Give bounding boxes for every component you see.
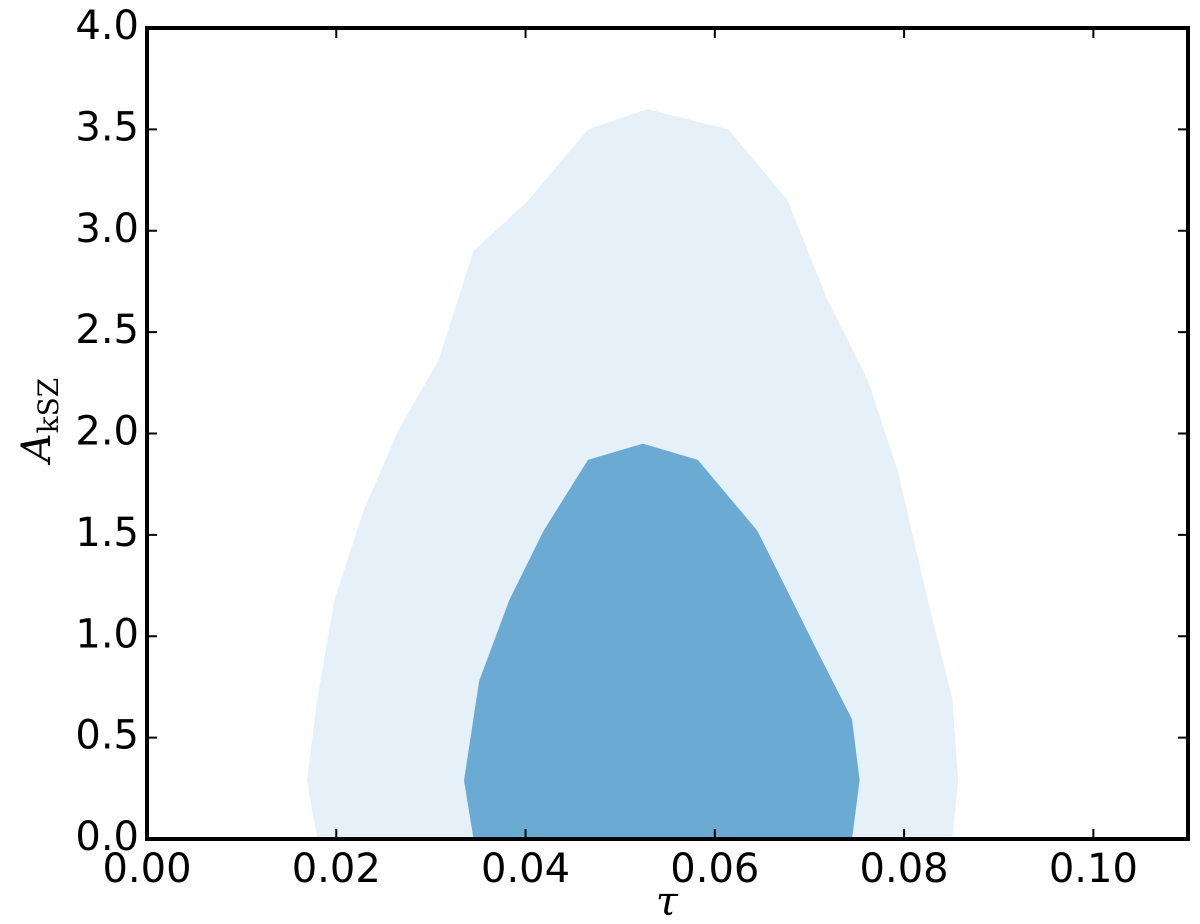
y-tick-label: 2.0 (75, 409, 139, 455)
x-tick-label: 0.08 (860, 846, 949, 892)
y-tick-label: 2.5 (75, 307, 139, 353)
y-tick-label: 1.0 (75, 611, 139, 657)
x-tick-label: 0.02 (292, 846, 381, 892)
y-tick-label: 4.0 (75, 3, 139, 49)
y-tick-label: 0.5 (75, 713, 139, 759)
y-tick-label: 0.0 (75, 814, 139, 860)
y-axis-label-main: A (14, 433, 60, 466)
contour-region (464, 443, 860, 839)
x-tick-label: 0.04 (481, 846, 570, 892)
y-tick-label: 1.5 (75, 510, 139, 556)
x-tick-label: 0.00 (102, 846, 191, 892)
y-tick-label: 3.5 (75, 104, 139, 150)
plot-frame (145, 26, 1190, 841)
x-tick-label: 0.06 (670, 846, 759, 892)
x-axis-label: τ (656, 879, 679, 924)
y-axis-label: AkSZ (14, 378, 65, 467)
y-tick-label: 3.0 (75, 206, 139, 252)
x-tick-label: 0.10 (1049, 846, 1138, 892)
y-axis-label-sub: kSZ (32, 378, 65, 434)
